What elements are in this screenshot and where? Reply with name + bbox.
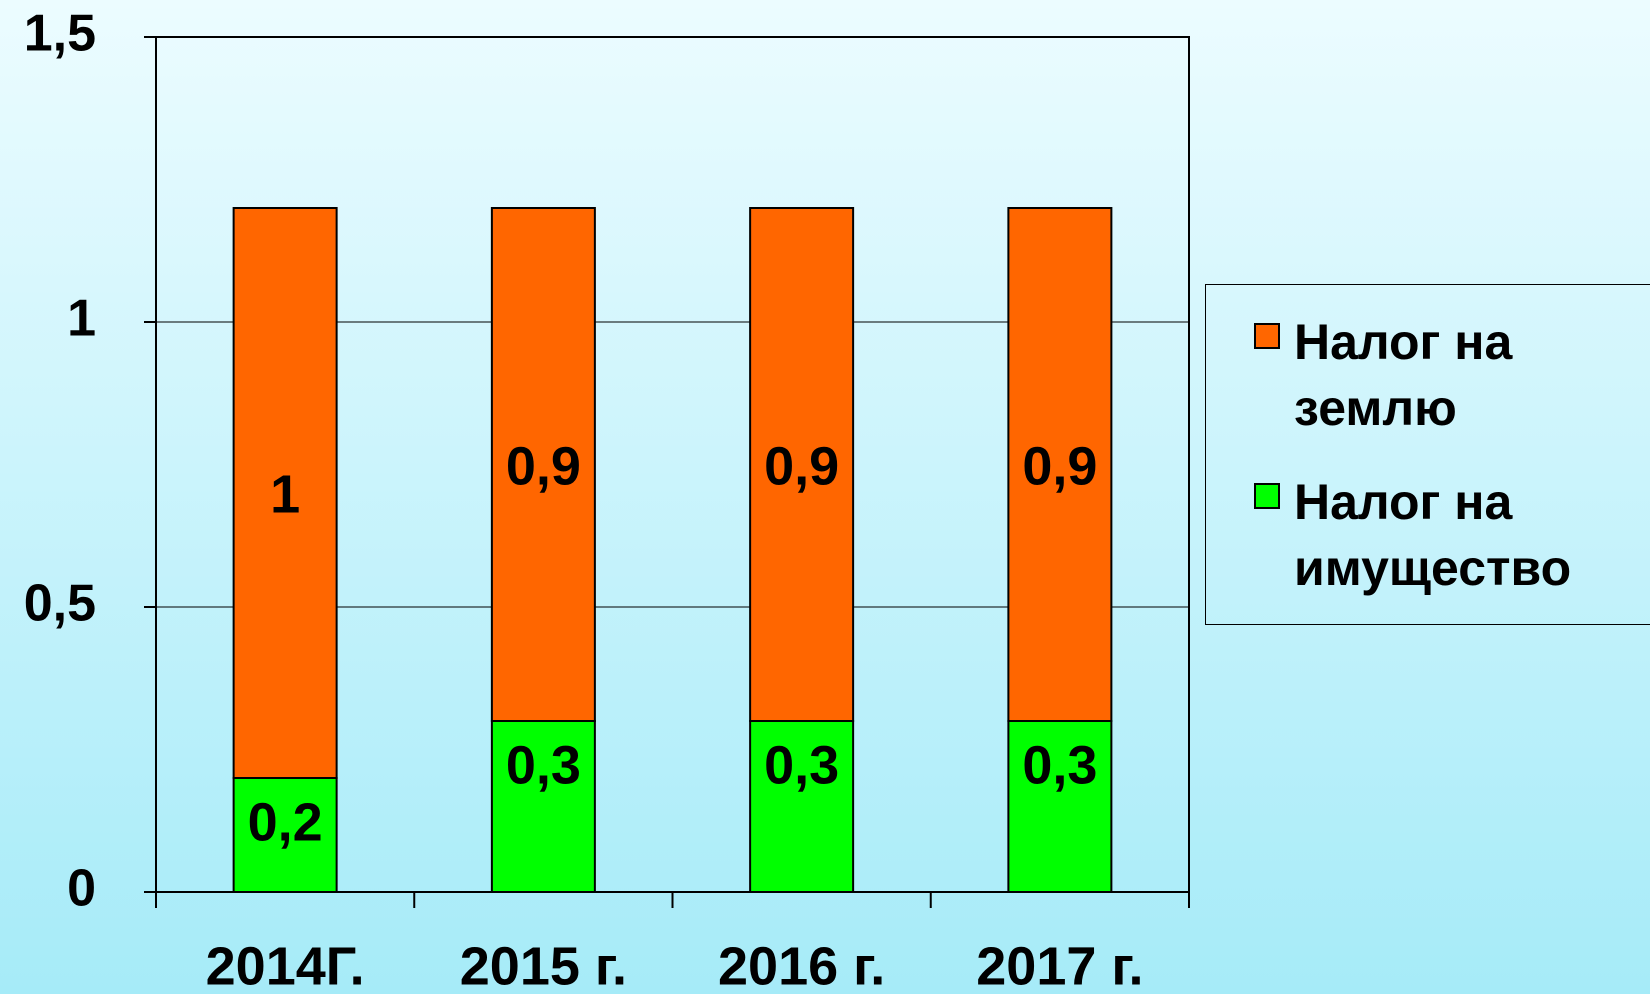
- y-tick-label: 1: [67, 290, 96, 348]
- y-tick-label: 0: [67, 860, 96, 918]
- bar-segment: [490, 720, 596, 893]
- legend-label: Налог на имущество: [1294, 474, 1572, 596]
- bar-segment: [749, 720, 855, 893]
- legend-label: Налог на землю: [1294, 314, 1513, 436]
- bar-segment: [1007, 720, 1113, 893]
- legend-item: Налог на имущество: [1254, 469, 1650, 601]
- y-tick-label: 0,5: [24, 575, 96, 633]
- legend-swatch: [1254, 323, 1280, 349]
- bar-segment: [232, 777, 338, 893]
- data-label: 0,3: [764, 735, 839, 795]
- data-label: 0,9: [506, 436, 581, 496]
- legend: Налог на землю Налог на имущество: [1205, 284, 1650, 625]
- x-tick-label: 2015 г.: [460, 936, 627, 994]
- x-tick-label: 2016 г.: [718, 936, 885, 994]
- data-label: 1: [270, 464, 300, 524]
- data-label: 0,3: [1022, 735, 1097, 795]
- bar-segment: [232, 207, 338, 779]
- bar-segment: [749, 207, 855, 722]
- legend-swatch: [1254, 483, 1280, 509]
- data-label: 0,2: [248, 792, 323, 852]
- x-tick-label: 2014Г.: [206, 936, 365, 994]
- bar-segment: [490, 207, 596, 722]
- data-label: 0,3: [506, 735, 581, 795]
- data-label: 0,9: [1022, 436, 1097, 496]
- data-label: 0,9: [764, 436, 839, 496]
- bar-segment: [1007, 207, 1113, 722]
- x-tick-label: 2017 г.: [976, 936, 1143, 994]
- legend-item: Налог на землю: [1254, 309, 1650, 441]
- y-tick-label: 1,5: [24, 5, 96, 63]
